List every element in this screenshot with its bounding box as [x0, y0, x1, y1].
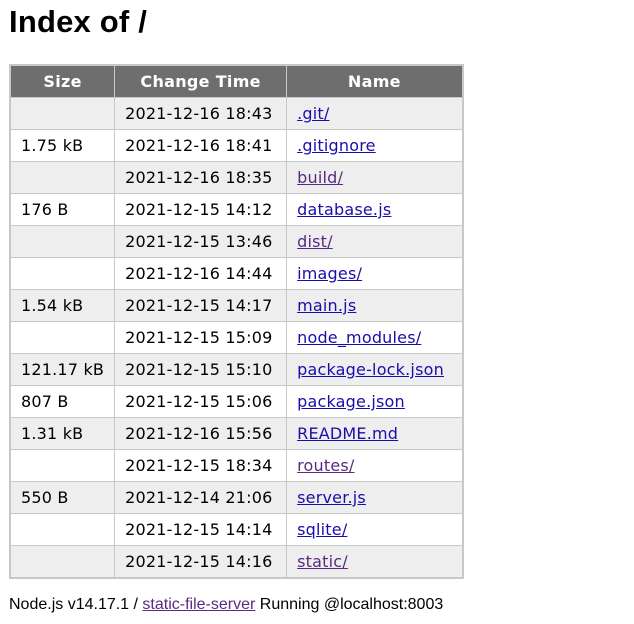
table-row: 2021-12-15 14:16 static/ — [9, 545, 464, 579]
file-name-cell: server.js — [286, 481, 464, 514]
file-link[interactable]: routes/ — [297, 456, 355, 475]
file-size: 550 B — [9, 481, 116, 514]
change-time: 2021-12-15 15:09 — [114, 321, 288, 354]
column-header-size: Size — [9, 64, 116, 98]
change-time: 2021-12-16 18:43 — [114, 97, 288, 130]
table-row: 2021-12-16 18:43 .git/ — [9, 97, 464, 130]
file-name-cell: .gitignore — [286, 129, 464, 162]
file-size — [9, 257, 116, 290]
column-header-change-time: Change Time — [114, 64, 288, 98]
file-link[interactable]: README.md — [297, 424, 399, 443]
footer-version-text: Node.js v14.17.1 / — [9, 596, 143, 613]
file-size: 1.54 kB — [9, 289, 116, 322]
server-footer: Node.js v14.17.1 / static-file-server Ru… — [9, 594, 443, 616]
file-size — [9, 449, 116, 482]
table-row: 2021-12-15 13:46 dist/ — [9, 225, 464, 258]
file-link[interactable]: main.js — [297, 296, 357, 315]
table-row: 2021-12-15 14:14 sqlite/ — [9, 513, 464, 546]
change-time: 2021-12-15 14:14 — [114, 513, 288, 546]
table-row: 1.75 kB 2021-12-16 18:41 .gitignore — [9, 129, 464, 162]
table-row: 550 B 2021-12-14 21:06 server.js — [9, 481, 464, 514]
change-time: 2021-12-15 14:12 — [114, 193, 288, 226]
change-time: 2021-12-16 15:56 — [114, 417, 288, 450]
file-link[interactable]: images/ — [297, 264, 363, 283]
change-time: 2021-12-16 18:35 — [114, 161, 288, 194]
change-time: 2021-12-15 15:10 — [114, 353, 288, 386]
file-link[interactable]: server.js — [297, 488, 366, 507]
file-size: 121.17 kB — [9, 353, 116, 386]
file-name-cell: main.js — [286, 289, 464, 322]
column-header-name: Name — [286, 64, 464, 98]
table-row: 2021-12-16 18:35 build/ — [9, 161, 464, 194]
file-name-cell: node_modules/ — [286, 321, 464, 354]
file-link[interactable]: sqlite/ — [297, 520, 348, 539]
file-link[interactable]: dist/ — [297, 232, 333, 251]
file-size — [9, 225, 116, 258]
file-name-cell: package.json — [286, 385, 464, 418]
file-link[interactable]: .git/ — [297, 104, 330, 123]
file-size: 176 B — [9, 193, 116, 226]
file-size: 1.75 kB — [9, 129, 116, 162]
file-name-cell: sqlite/ — [286, 513, 464, 546]
file-link[interactable]: build/ — [297, 168, 344, 187]
table-row: 121.17 kB 2021-12-15 15:10 package-lock.js… — [9, 353, 464, 386]
page-title: Index of / — [9, 4, 148, 39]
file-size — [9, 161, 116, 194]
footer-status-text: Running @localhost:8003 — [255, 596, 444, 613]
file-link[interactable]: .gitignore — [297, 136, 376, 155]
file-link[interactable]: static/ — [297, 552, 348, 571]
table-row: 176 B 2021-12-15 14:12 database.js — [9, 193, 464, 226]
file-link[interactable]: package.json — [297, 392, 405, 411]
change-time: 2021-12-15 13:46 — [114, 225, 288, 258]
static-file-server-link[interactable]: static-file-server — [142, 596, 256, 613]
table-row: 2021-12-16 14:44 images/ — [9, 257, 464, 290]
file-name-cell: README.md — [286, 417, 464, 450]
file-size — [9, 321, 116, 354]
table-row: 2021-12-15 15:09 node_modules/ — [9, 321, 464, 354]
file-link[interactable]: node_modules/ — [297, 328, 422, 347]
file-size — [9, 97, 116, 130]
file-size — [9, 513, 116, 546]
file-name-cell: dist/ — [286, 225, 464, 258]
table-row: 1.54 kB 2021-12-15 14:17 main.js — [9, 289, 464, 322]
table-row: 2021-12-15 18:34 routes/ — [9, 449, 464, 482]
file-link[interactable]: database.js — [297, 200, 392, 219]
file-size: 1.31 kB — [9, 417, 116, 450]
file-name-cell: build/ — [286, 161, 464, 194]
file-listing-table: Size Change Time Name 2021-12-16 18:43 .g… — [9, 64, 464, 579]
table-row: 807 B 2021-12-15 15:06 package.json — [9, 385, 464, 418]
change-time: 2021-12-15 14:17 — [114, 289, 288, 322]
change-time: 2021-12-14 21:06 — [114, 481, 288, 514]
file-name-cell: package-lock.json — [286, 353, 464, 386]
file-name-cell: images/ — [286, 257, 464, 290]
change-time: 2021-12-15 18:34 — [114, 449, 288, 482]
change-time: 2021-12-16 18:41 — [114, 129, 288, 162]
file-name-cell: routes/ — [286, 449, 464, 482]
file-name-cell: .git/ — [286, 97, 464, 130]
change-time: 2021-12-16 14:44 — [114, 257, 288, 290]
file-size — [9, 545, 116, 579]
file-name-cell: static/ — [286, 545, 464, 579]
file-link[interactable]: package-lock.json — [297, 360, 444, 379]
change-time: 2021-12-15 14:16 — [114, 545, 288, 579]
file-size: 807 B — [9, 385, 116, 418]
table-row: 1.31 kB 2021-12-16 15:56 README.md — [9, 417, 464, 450]
file-name-cell: database.js — [286, 193, 464, 226]
table-header-row: Size Change Time Name — [9, 64, 464, 98]
change-time: 2021-12-15 15:06 — [114, 385, 288, 418]
